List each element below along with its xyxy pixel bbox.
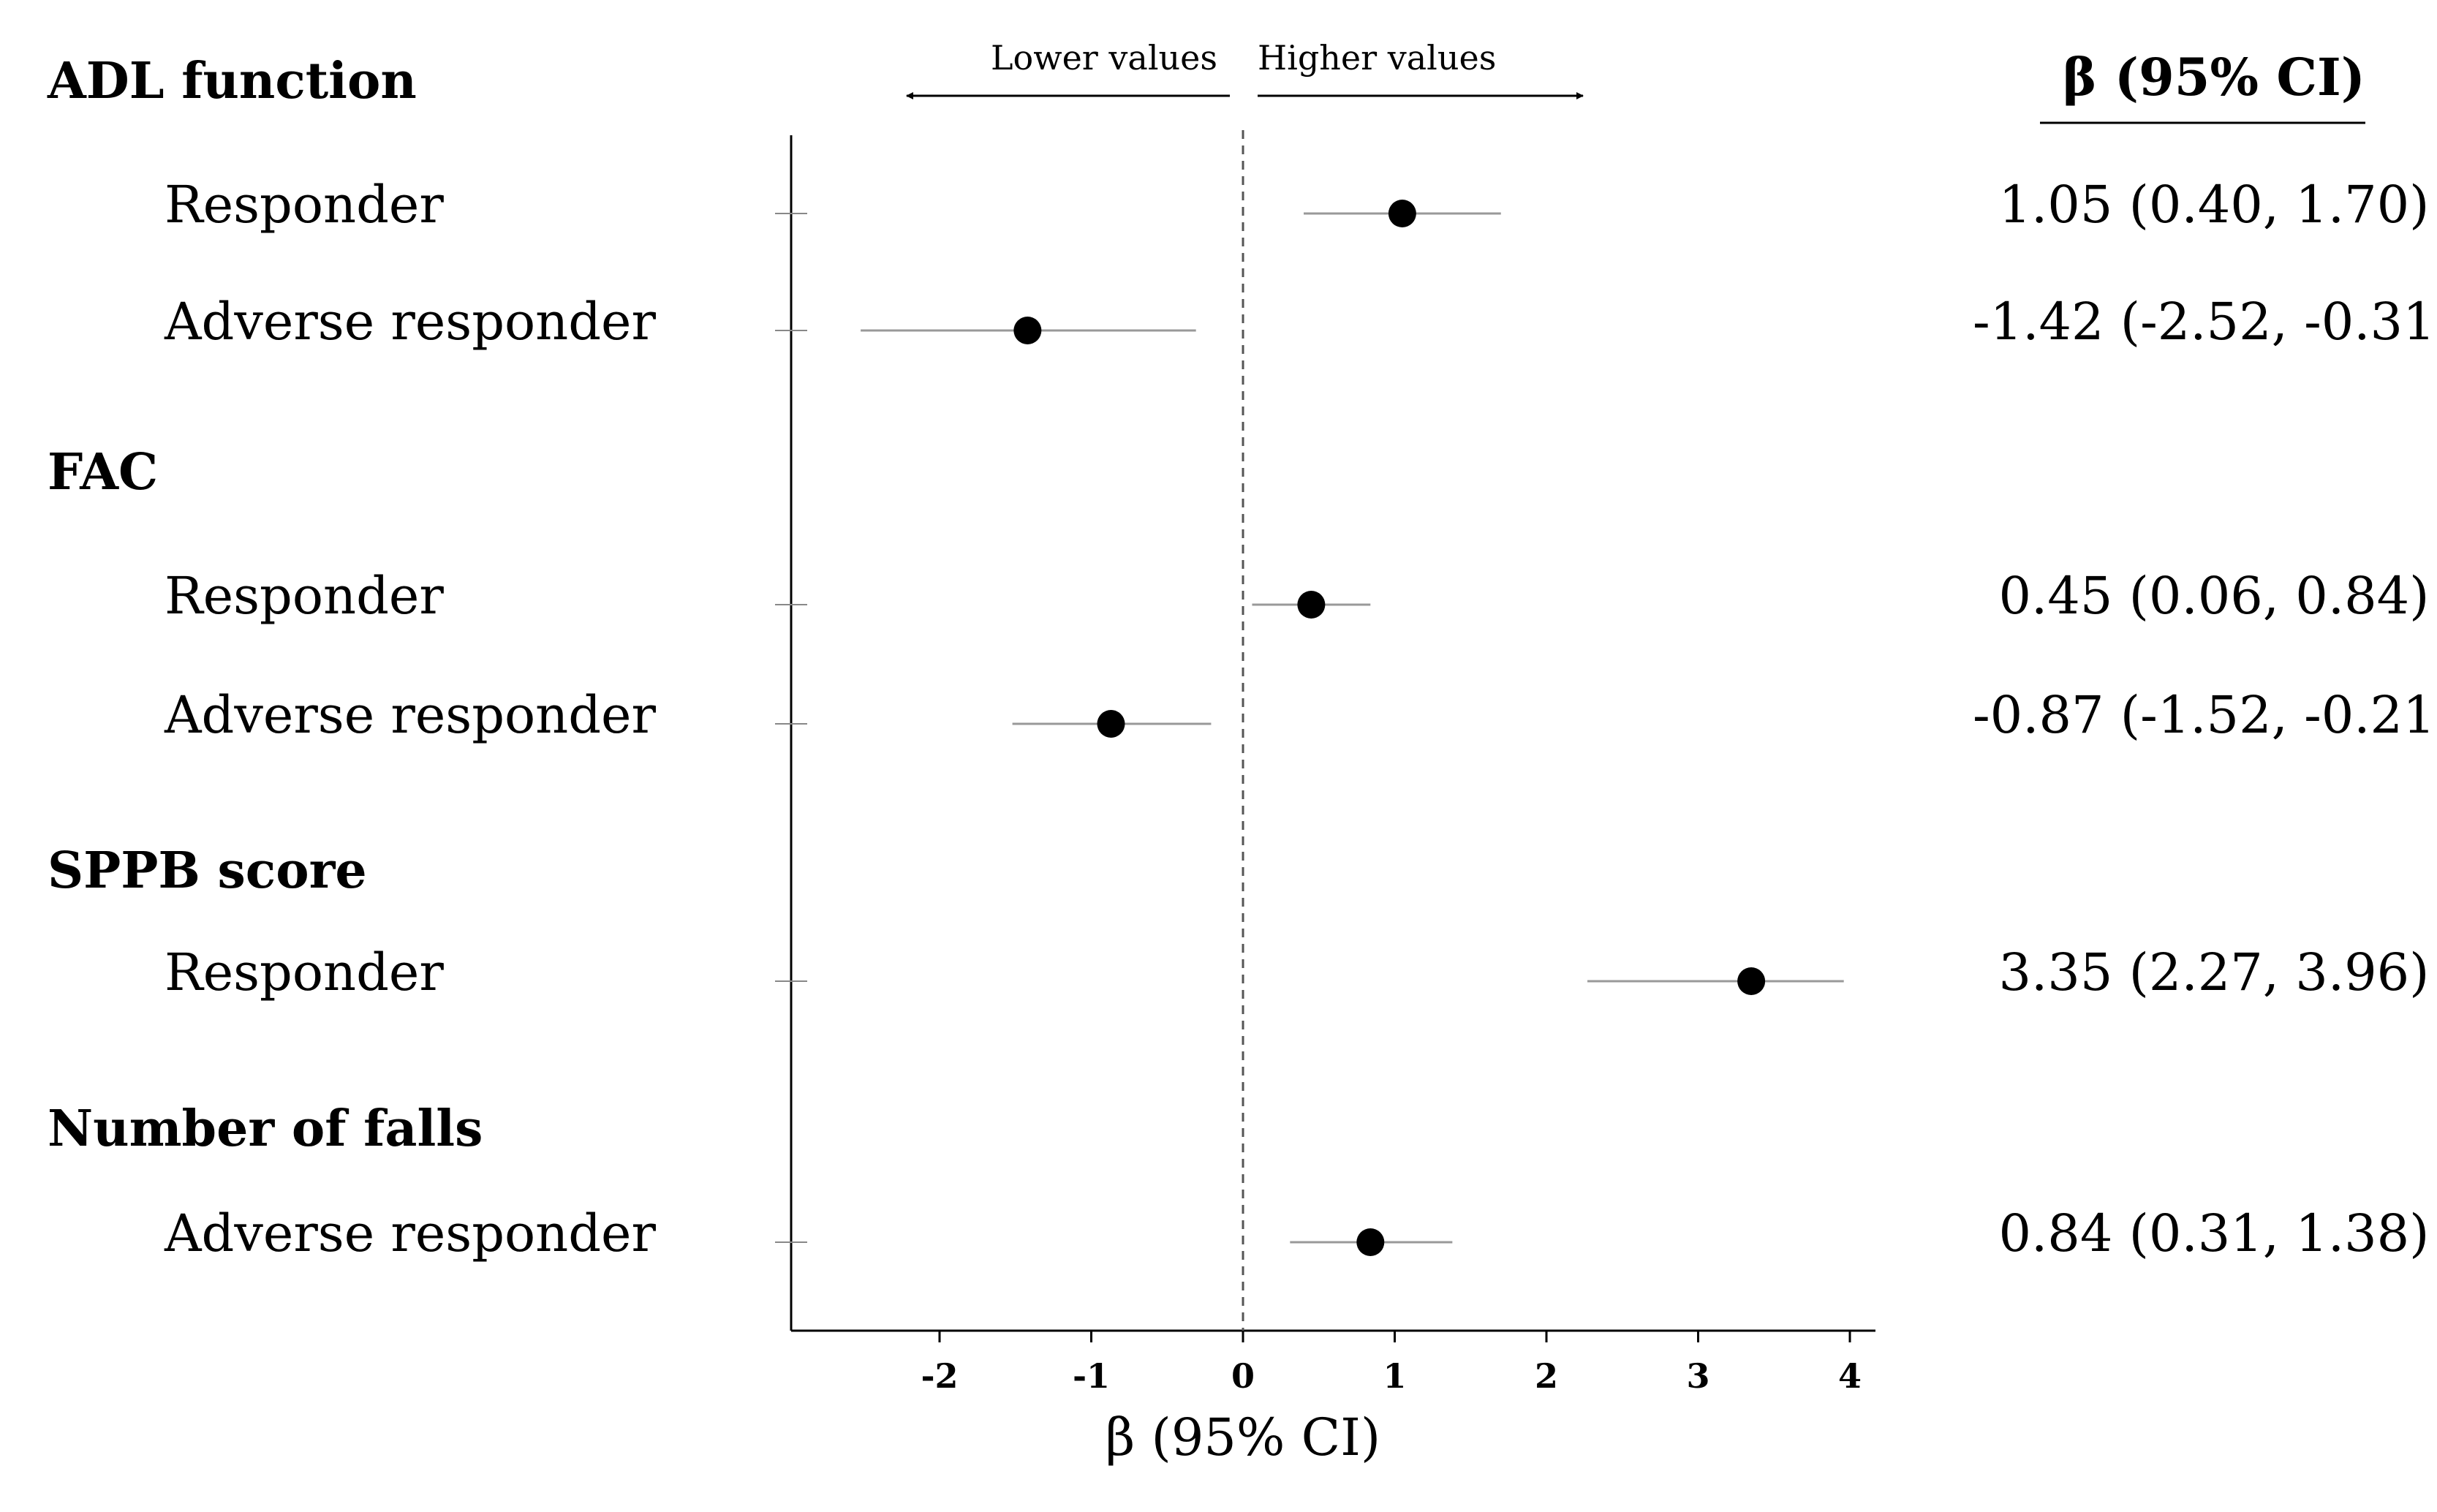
row-label: Responder bbox=[165, 175, 444, 235]
row-value-text: 0.84 (0.31, 1.38) bbox=[1999, 1203, 2430, 1263]
row-label: Responder bbox=[165, 942, 444, 1002]
x-tick-label: 4 bbox=[1838, 1356, 1862, 1396]
x-ticks: -2 -1 0 1 2 3 4 bbox=[921, 1331, 1862, 1396]
value-column-header: β (95% CI) bbox=[2063, 47, 2365, 107]
direction-label-higher: Higher values bbox=[1258, 38, 1496, 78]
x-axis-label: β (95% CI) bbox=[1106, 1407, 1380, 1467]
point-estimate bbox=[1013, 317, 1042, 344]
point-estimate bbox=[1737, 967, 1766, 995]
point-estimate bbox=[1097, 710, 1125, 738]
x-tick-label: 3 bbox=[1686, 1356, 1709, 1396]
forest-rows: ADL function Responder 1.05 (0.40, 1.70) Ad… bbox=[47, 52, 2437, 1263]
row-label: Responder bbox=[165, 566, 444, 626]
row-label: Adverse responder bbox=[164, 1203, 656, 1263]
row-label: Adverse responder bbox=[164, 685, 656, 745]
point-estimate bbox=[1388, 200, 1416, 227]
point-estimate bbox=[1297, 591, 1326, 619]
row-value-text: -1.42 (-2.52, -0.31) bbox=[1973, 292, 2437, 352]
group-label: Number of falls bbox=[48, 1100, 483, 1158]
row-value-text: 1.05 (0.40, 1.70) bbox=[1999, 175, 2430, 235]
row-value-text: -0.87 (-1.52, -0.21) bbox=[1973, 685, 2437, 745]
row-value-text: 0.45 (0.06, 0.84) bbox=[1999, 566, 2430, 626]
group-label: SPPB score bbox=[48, 842, 367, 900]
x-tick-label: -1 bbox=[1073, 1356, 1110, 1396]
direction-label-lower: Lower values bbox=[991, 38, 1217, 78]
x-tick-label: 0 bbox=[1231, 1356, 1255, 1396]
group-label: ADL function bbox=[47, 52, 417, 110]
point-estimate bbox=[1356, 1228, 1385, 1256]
row-value-text: 3.35 (2.27, 3.96) bbox=[1999, 942, 2430, 1002]
group-label: FAC bbox=[48, 443, 158, 502]
x-tick-label: -2 bbox=[921, 1356, 958, 1396]
x-tick-label: 1 bbox=[1383, 1356, 1406, 1396]
x-tick-label: 2 bbox=[1535, 1356, 1558, 1396]
row-label: Adverse responder bbox=[164, 292, 656, 352]
